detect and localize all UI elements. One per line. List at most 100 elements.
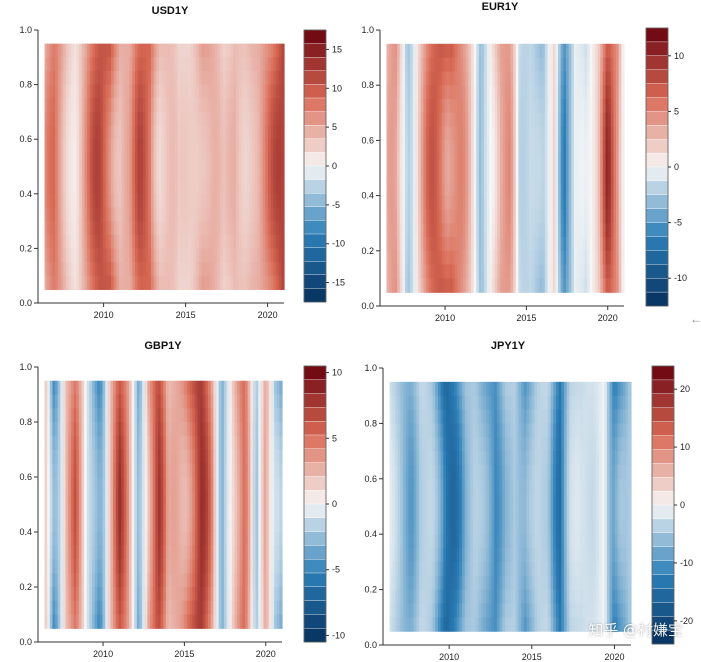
heatmap-cell <box>147 573 151 588</box>
heatmap-cell <box>70 614 75 629</box>
heatmap-cell <box>563 181 567 197</box>
heatmap-cell <box>123 394 127 409</box>
heatmap-cell <box>426 223 430 238</box>
heatmap-cell <box>137 98 141 113</box>
heatmap-cell <box>136 600 141 616</box>
heatmap-cell <box>164 98 168 113</box>
heatmap-cell <box>57 435 61 451</box>
heatmap-cell <box>616 57 620 72</box>
heatmap-cell <box>418 209 422 224</box>
heatmap-cell <box>521 154 525 169</box>
heatmap-cell <box>534 85 538 100</box>
heatmap-cell <box>265 84 269 99</box>
colorbar-segment <box>645 152 669 168</box>
heatmap-cell <box>55 614 59 629</box>
heatmap-cell <box>194 532 199 547</box>
heatmap-cell <box>131 518 135 533</box>
heatmap-cell <box>182 180 187 195</box>
heatmap-cell <box>536 43 541 59</box>
heatmap-cell <box>137 221 141 236</box>
heatmap-cell <box>116 234 120 249</box>
heatmap-cell <box>489 181 493 197</box>
colorbar-segment <box>645 125 669 140</box>
heatmap-cell <box>204 98 208 113</box>
heatmap-cell <box>168 614 172 629</box>
heatmap-cell <box>89 463 93 478</box>
heatmap-cell <box>177 70 181 86</box>
heatmap-cell <box>523 168 527 183</box>
heatmap-cell <box>152 504 156 519</box>
heatmap-cell <box>84 394 88 409</box>
heatmap-cell <box>241 262 245 277</box>
heatmap-cell <box>276 614 280 629</box>
heatmap-cell <box>84 98 88 113</box>
heatmap-cell <box>265 139 269 154</box>
heatmap-cell <box>63 43 67 58</box>
heatmap-cell <box>576 140 580 155</box>
heatmap-cell <box>576 112 580 128</box>
heatmap-cell <box>502 181 506 197</box>
heatmap-cell <box>518 168 522 183</box>
heatmap-cell <box>441 140 446 155</box>
heatmap-cell <box>157 490 162 506</box>
heatmap-cell <box>571 278 575 293</box>
heatmap-cell <box>478 181 483 197</box>
heatmap-cell <box>278 166 282 181</box>
heatmap-cell <box>510 43 514 59</box>
heatmap-cell <box>610 195 615 210</box>
heatmap-cell <box>157 587 162 602</box>
heatmap-cell <box>145 70 149 86</box>
heatmap-cell <box>608 181 612 197</box>
heatmap-cell <box>452 71 456 86</box>
heatmap-cell <box>89 490 93 506</box>
heatmap-cell <box>105 422 109 437</box>
heatmap-cell <box>257 248 261 263</box>
heatmap-cell <box>168 408 172 423</box>
heatmap-cell <box>210 559 214 574</box>
heatmap-cell <box>250 614 254 629</box>
heatmap-cell <box>505 57 509 72</box>
heatmap-cell <box>587 181 591 197</box>
heatmap-cell <box>147 587 151 602</box>
heatmap-cell <box>552 250 556 266</box>
heatmap-cell <box>436 126 440 141</box>
heatmap-cell <box>470 195 475 210</box>
heatmap-cell <box>179 477 183 492</box>
heatmap-cell <box>173 504 178 519</box>
heatmap-cell <box>397 112 401 128</box>
heatmap-cell <box>209 221 213 236</box>
heatmap-cell <box>271 587 275 602</box>
heatmap-cell <box>84 221 88 236</box>
heatmap-cell <box>274 545 278 561</box>
heatmap-cell <box>68 221 72 236</box>
heatmap-cell <box>86 422 90 437</box>
heatmap-cell <box>222 180 227 195</box>
heatmap-cell <box>160 408 164 423</box>
heatmap-cell <box>257 193 261 209</box>
heatmap-cell <box>505 278 509 293</box>
heatmap-cell <box>202 614 207 629</box>
heatmap-cell <box>179 490 183 506</box>
heatmap-cell <box>497 140 501 155</box>
heatmap-cell <box>161 275 165 290</box>
heatmap-cell <box>216 463 220 478</box>
heatmap-cell <box>185 152 189 168</box>
heatmap-cell <box>164 234 168 249</box>
heatmap-cell <box>234 545 238 561</box>
heatmap-cell <box>118 600 122 616</box>
heatmap-cell <box>579 278 583 293</box>
heatmap-cell <box>281 84 285 99</box>
heatmap-cell <box>110 394 114 409</box>
heatmap-cell <box>212 84 216 99</box>
heatmap-cell <box>166 221 171 236</box>
heatmap-cell <box>113 545 117 561</box>
heatmap-cell <box>489 43 493 59</box>
heatmap-cell <box>173 477 178 492</box>
heatmap-cell <box>228 166 232 181</box>
heatmap-cell <box>478 209 483 224</box>
heatmap-cell <box>473 278 477 293</box>
heatmap-cell <box>147 532 151 547</box>
heatmap-cell <box>602 140 607 155</box>
heatmap-cell <box>198 234 203 249</box>
heatmap-cell <box>447 250 451 266</box>
